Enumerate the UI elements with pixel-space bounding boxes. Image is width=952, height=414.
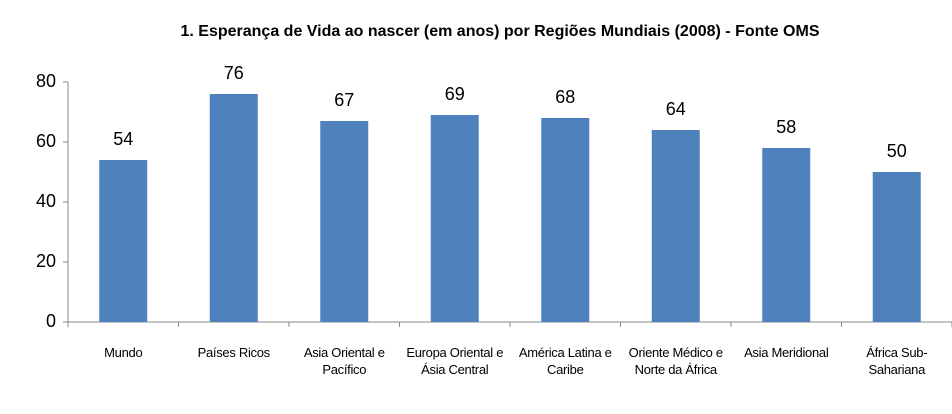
- value-label: 64: [666, 99, 686, 119]
- bar: [209, 94, 258, 322]
- value-label: 67: [334, 90, 354, 110]
- x-tick-label: Países Ricos: [197, 345, 271, 360]
- value-label: 54: [113, 129, 133, 149]
- y-tick-label: 20: [36, 251, 56, 271]
- x-tick-label: Oriente Médico e Norte da África: [628, 345, 724, 377]
- value-label: 58: [776, 117, 796, 137]
- x-tick-label: África Sub-Sahariana: [866, 345, 928, 377]
- x-tick-label: Asia Oriental e Pacífico: [303, 345, 385, 377]
- value-label: 69: [445, 84, 465, 104]
- x-tick-label: Asia Meridional: [744, 345, 829, 360]
- bar: [430, 115, 479, 322]
- y-tick-label: 40: [36, 191, 56, 211]
- y-tick-label: 0: [46, 311, 56, 331]
- y-tick-label: 80: [36, 71, 56, 91]
- value-label: 76: [224, 63, 244, 83]
- bar: [762, 148, 811, 322]
- x-tick-label: Mundo: [104, 345, 143, 360]
- bar: [99, 160, 148, 322]
- bar: [872, 172, 921, 322]
- value-label: 50: [887, 141, 907, 161]
- bar: [651, 130, 700, 322]
- chart-title: 1. Esperança de Vida ao nascer (em anos)…: [181, 23, 820, 40]
- x-tick-label: Europa Oriental e Ásia Central: [406, 345, 504, 377]
- bar: [320, 121, 369, 322]
- bar: [541, 118, 590, 322]
- y-tick-label: 60: [36, 131, 56, 151]
- x-tick-label: América Latina e Caribe: [518, 345, 612, 377]
- value-label: 68: [555, 87, 575, 107]
